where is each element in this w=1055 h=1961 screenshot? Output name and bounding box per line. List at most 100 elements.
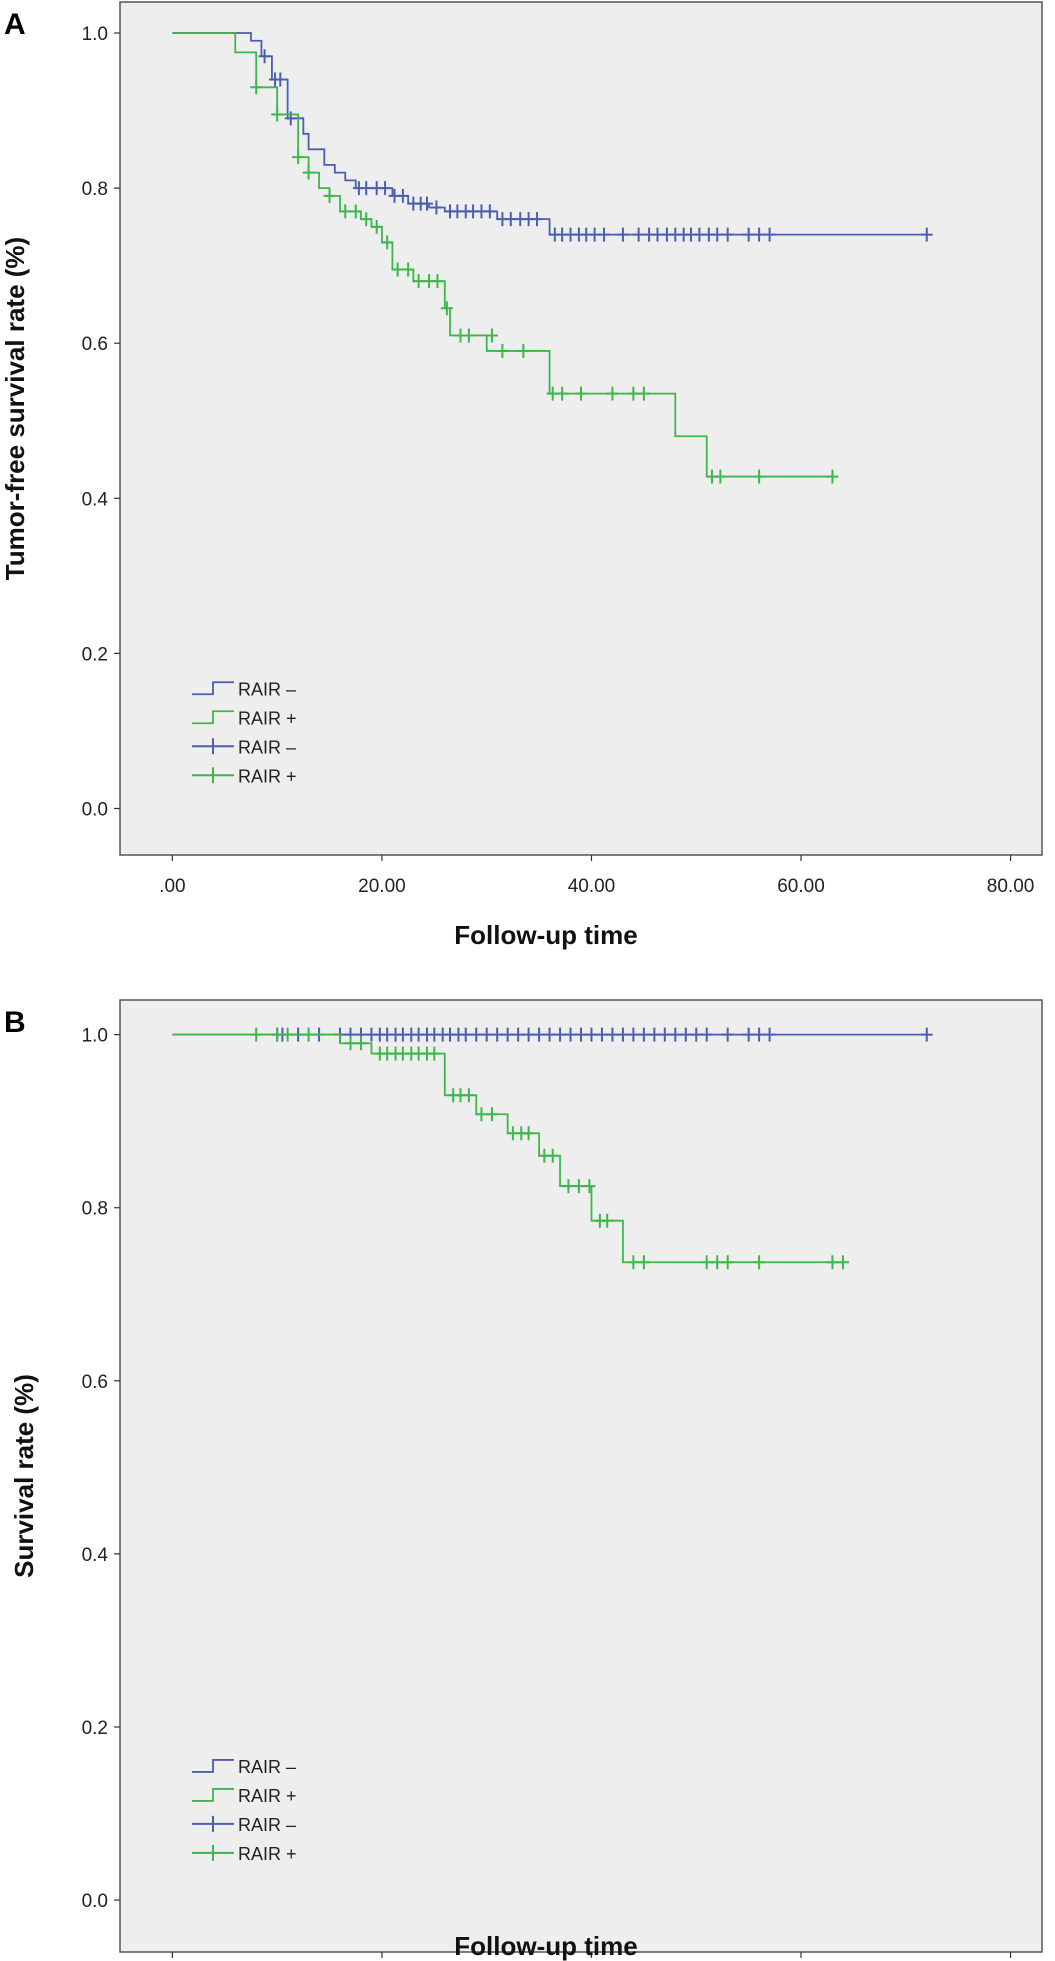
censor-mark bbox=[370, 219, 383, 234]
plot-area bbox=[119, 999, 1043, 1953]
censor-mark bbox=[700, 1027, 713, 1042]
legend-label: RAIR – bbox=[238, 1757, 296, 1777]
censor-mark bbox=[601, 1213, 614, 1228]
censor-mark bbox=[349, 204, 362, 219]
censor-mark bbox=[648, 1027, 661, 1042]
legend-label: RAIR – bbox=[238, 1815, 296, 1835]
survival-curve bbox=[172, 1033, 843, 1264]
y-axis-title: Tumor-free survival rate (%) bbox=[0, 237, 30, 580]
censor-mark bbox=[742, 227, 755, 242]
x-tick-label: 80.00 bbox=[987, 876, 1035, 897]
censor-mark bbox=[616, 1027, 629, 1042]
x-axis-title: Follow-up time bbox=[454, 1931, 637, 1961]
y-tick-label: 1.0 bbox=[82, 1026, 108, 1047]
legend-label: RAIR – bbox=[238, 737, 296, 757]
censor-mark bbox=[627, 386, 640, 401]
censor-mark bbox=[339, 204, 352, 219]
censor-mark bbox=[292, 150, 305, 165]
censor-mark bbox=[637, 386, 650, 401]
censor-mark bbox=[598, 227, 611, 242]
censor-mark bbox=[627, 1027, 640, 1042]
legend-label: RAIR + bbox=[238, 708, 297, 728]
censor-mark bbox=[379, 181, 392, 196]
legend-swatch-censor bbox=[192, 738, 234, 755]
censor-mark bbox=[420, 196, 433, 211]
x-axis-title: Follow-up time bbox=[454, 920, 637, 950]
censor-mark bbox=[575, 386, 587, 401]
legend: RAIR – RAIR + RAIR – RAIR + bbox=[192, 679, 297, 786]
censor-mark bbox=[763, 1027, 776, 1042]
censor-mark bbox=[512, 1027, 525, 1042]
y-tick-label: 0.4 bbox=[82, 489, 109, 510]
censor-mark bbox=[637, 1027, 650, 1042]
censor-mark bbox=[632, 227, 645, 242]
censor-mark bbox=[679, 1027, 692, 1042]
y-tick-label: 0.2 bbox=[82, 1718, 108, 1739]
y-tick-label: 0.0 bbox=[82, 799, 108, 820]
plot-area bbox=[119, 1, 1043, 856]
censor-mark bbox=[396, 188, 409, 203]
series-rair-positive bbox=[172, 1027, 849, 1270]
legend-swatch-step bbox=[192, 1759, 234, 1773]
legend-label: RAIR + bbox=[238, 1844, 297, 1864]
censor-mark bbox=[530, 212, 543, 227]
censor-mark bbox=[564, 1027, 577, 1042]
censor-mark bbox=[546, 1148, 559, 1163]
censor-mark bbox=[485, 328, 498, 343]
series-rair-negative bbox=[172, 32, 933, 242]
censor-mark bbox=[271, 107, 284, 122]
y-tick-label: 0.2 bbox=[82, 644, 108, 665]
censor-mark bbox=[575, 1027, 587, 1042]
censor-mark bbox=[721, 1027, 734, 1042]
censor-mark bbox=[302, 165, 315, 180]
censor-mark bbox=[360, 181, 373, 196]
censor-mark bbox=[428, 1046, 441, 1061]
series-rair-positive bbox=[172, 32, 839, 484]
legend-label: RAIR + bbox=[238, 1786, 297, 1806]
censor-mark bbox=[412, 274, 425, 289]
censor-mark bbox=[753, 1027, 766, 1042]
censor-mark bbox=[572, 1179, 585, 1194]
censor-mark bbox=[606, 1027, 619, 1042]
censor-mark bbox=[381, 235, 394, 250]
legend: RAIR – RAIR + RAIR – RAIR + bbox=[192, 1757, 297, 1864]
censor-mark bbox=[753, 227, 766, 242]
legend-swatch-censor bbox=[192, 767, 234, 784]
censor-mark bbox=[763, 227, 776, 242]
censor-mark bbox=[440, 301, 453, 316]
censor-mark bbox=[627, 1255, 640, 1270]
censor-mark bbox=[554, 1027, 567, 1042]
censor-mark bbox=[595, 1027, 608, 1042]
censor-mark bbox=[533, 1027, 546, 1042]
x-tick-label: 20.00 bbox=[358, 876, 406, 897]
censor-mark bbox=[711, 227, 724, 242]
censor-mark bbox=[431, 274, 444, 289]
censor-mark bbox=[637, 1255, 650, 1270]
censor-mark bbox=[742, 1027, 755, 1042]
censor-mark bbox=[402, 262, 415, 277]
censor-mark bbox=[485, 1107, 498, 1122]
y-tick-label: 0.8 bbox=[82, 179, 108, 200]
censor-mark bbox=[522, 1126, 535, 1141]
legend-swatch-step bbox=[192, 681, 234, 696]
censor-mark bbox=[562, 1179, 575, 1194]
censor-mark bbox=[470, 1027, 483, 1042]
censor-mark bbox=[721, 1255, 734, 1270]
chart-panel-a: A 0.0 0.2 0.4 0.6 0.8 1.0 .00 20.00 40.00 60.00 80.… bbox=[0, 1, 1043, 950]
censor-mark bbox=[302, 1027, 315, 1042]
x-tick-label: 40.00 bbox=[568, 876, 616, 897]
y-tick-label: 1.0 bbox=[82, 24, 108, 45]
survival-curve bbox=[172, 32, 927, 236]
y-tick-label: 0.0 bbox=[82, 1891, 108, 1912]
censor-mark bbox=[491, 1027, 504, 1042]
censor-mark bbox=[711, 1255, 724, 1270]
censor-mark bbox=[250, 80, 263, 95]
panel-letter: B bbox=[4, 1006, 26, 1039]
censor-mark bbox=[483, 204, 496, 219]
censor-mark bbox=[344, 1036, 357, 1051]
censor-mark bbox=[556, 386, 569, 401]
censor-mark bbox=[836, 1255, 849, 1270]
x-tick-label: .00 bbox=[159, 876, 185, 897]
censor-mark bbox=[714, 469, 727, 484]
